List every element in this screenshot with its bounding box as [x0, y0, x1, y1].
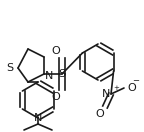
- Text: −: −: [132, 76, 139, 85]
- Text: +: +: [113, 85, 119, 91]
- Text: O: O: [95, 109, 104, 119]
- Text: N: N: [102, 89, 110, 99]
- Text: O: O: [51, 92, 60, 102]
- Text: S: S: [58, 69, 66, 79]
- Text: N: N: [34, 113, 42, 123]
- Text: O: O: [127, 83, 136, 93]
- Text: O: O: [51, 46, 60, 56]
- Text: S: S: [6, 63, 13, 73]
- Text: N: N: [45, 71, 53, 81]
